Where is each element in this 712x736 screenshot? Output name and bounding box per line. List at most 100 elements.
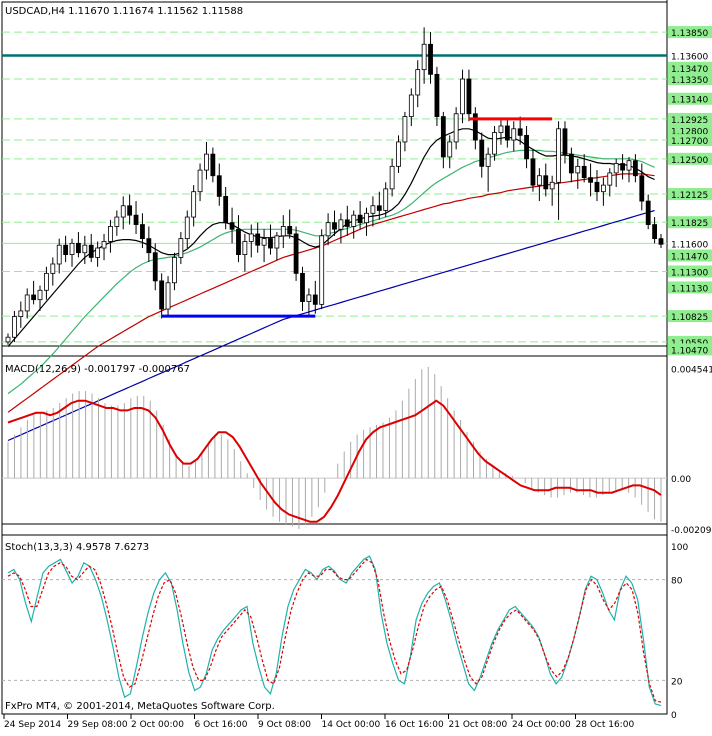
candle-body-3: [24, 294, 30, 312]
candle-body-8: [56, 244, 62, 265]
price-label-13: 1.11300: [671, 269, 708, 279]
candle-body-59: [383, 188, 389, 211]
candle-body-19: [127, 205, 133, 216]
candle-body-24: [159, 280, 165, 310]
candle-body-34: [223, 195, 229, 224]
candle-body-80: [517, 128, 523, 136]
candle-body-53: [344, 219, 350, 227]
price-label-6: 1.12800: [671, 128, 708, 138]
price-label-bg-12: [668, 249, 712, 262]
candle-body-9: [63, 244, 69, 255]
candle-body-25: [165, 282, 171, 310]
x-tick-label-2: 2 Oct 00:00: [131, 720, 184, 730]
candle-body-70: [453, 113, 459, 143]
price-label-bg-6: [668, 124, 712, 137]
candle-body-16: [108, 226, 113, 242]
stoch-axis-label-3: 0: [671, 711, 677, 721]
candle-body-90: [581, 165, 587, 179]
ma-green-line: [7, 149, 655, 395]
price-label-8: 1.12500: [671, 156, 708, 166]
stoch-k-line: [7, 555, 662, 707]
candle-body-81: [524, 134, 529, 160]
candle-body-35: [229, 222, 235, 230]
stoch-axis-label-0: 100: [671, 543, 688, 553]
candle-body-82: [530, 158, 536, 186]
x-tick-label-7: 21 Oct 08:00: [449, 720, 508, 730]
main-price-panel: [2, 27, 667, 442]
price-label-11: 1.11600: [671, 240, 708, 250]
candle-body-78: [504, 125, 510, 141]
candle-body-57: [370, 205, 376, 214]
ma-blue-line: [7, 209, 655, 442]
candle-body-49: [319, 235, 325, 305]
candle-body-73: [472, 113, 478, 141]
footer-copyright: FxPro MT4, © 2001-2014, MetaQuotes Softw…: [5, 701, 275, 712]
macd-axis-label-1: 0.00: [671, 475, 691, 485]
price-label-bg-5: [668, 112, 712, 125]
candle-body-48: [312, 294, 318, 305]
price-label-bg-0: [668, 26, 712, 39]
candle-body-2: [18, 310, 24, 317]
candle-body-22: [146, 238, 152, 254]
candle-body-71: [460, 78, 465, 115]
price-label-bg-10: [668, 216, 712, 229]
x-tick-label-1: 29 Sep 08:00: [68, 720, 128, 730]
stoch-axis-label-1: 80: [671, 577, 683, 587]
candle-body-77: [498, 125, 504, 133]
x-tick-label-6: 16 Oct 16:00: [385, 720, 444, 730]
price-label-bg-3: [668, 73, 712, 86]
price-label-10: 1.11825: [671, 219, 708, 229]
candle-body-33: [216, 175, 222, 197]
x-tick-label-0: 24 Sep 2014: [4, 720, 61, 730]
candle-body-18: [120, 205, 126, 218]
candle-body-41: [268, 238, 273, 249]
stoch-header: Stoch(13,3,3) 4.9578 7.6273: [5, 542, 149, 553]
candle-body-93: [600, 184, 606, 193]
price-label-5: 1.12925: [671, 116, 708, 126]
x-tick-label-4: 9 Oct 08:00: [258, 720, 311, 730]
candle-body-32: [210, 153, 216, 177]
candle-body-86: [556, 128, 561, 183]
candle-body-98: [632, 160, 638, 177]
candle-body-89: [575, 165, 581, 174]
x-tick-label-5: 14 Oct 00:00: [322, 720, 381, 730]
candle-body-52: [338, 219, 344, 230]
candle-body-0: [5, 336, 11, 343]
candle-body-23: [152, 252, 158, 282]
candle-body-87: [562, 128, 568, 155]
candle-body-54: [351, 214, 357, 227]
candle-body-51: [332, 222, 337, 230]
candle-body-44: [287, 226, 293, 235]
candle-body-1: [12, 316, 17, 338]
candle-body-7: [50, 263, 56, 274]
price-label-bg-13: [668, 265, 712, 278]
candle-body-20: [133, 214, 139, 225]
candle-body-6: [44, 272, 49, 291]
candle-body-97: [626, 160, 632, 171]
candle-body-27: [178, 238, 184, 258]
candle-body-66: [428, 43, 433, 75]
candle-body-102: [658, 238, 664, 245]
candle-body-62: [402, 116, 408, 143]
candle-body-58: [376, 205, 382, 211]
candle-body-83: [536, 175, 542, 186]
candle-body-21: [140, 224, 145, 240]
price-label-bg-15: [668, 310, 712, 323]
candle-body-69: [447, 141, 453, 158]
price-label-2: 1.13470: [671, 65, 708, 75]
candle-body-42: [274, 235, 280, 249]
x-tick-label-3: 6 Oct 16:00: [195, 720, 248, 730]
candle-body-36: [236, 228, 241, 256]
candle-body-94: [607, 172, 613, 186]
candle-body-72: [466, 78, 472, 115]
grid-layer: [1, 0, 668, 715]
price-label-14: 1.11130: [671, 284, 708, 294]
price-label-bg-7: [668, 134, 712, 147]
candle-body-5: [37, 289, 43, 301]
price-label-bg-17: [668, 343, 712, 356]
candle-body-76: [492, 132, 497, 155]
stochastic-panel: [2, 555, 667, 707]
price-label-12: 1.11470: [671, 253, 708, 263]
